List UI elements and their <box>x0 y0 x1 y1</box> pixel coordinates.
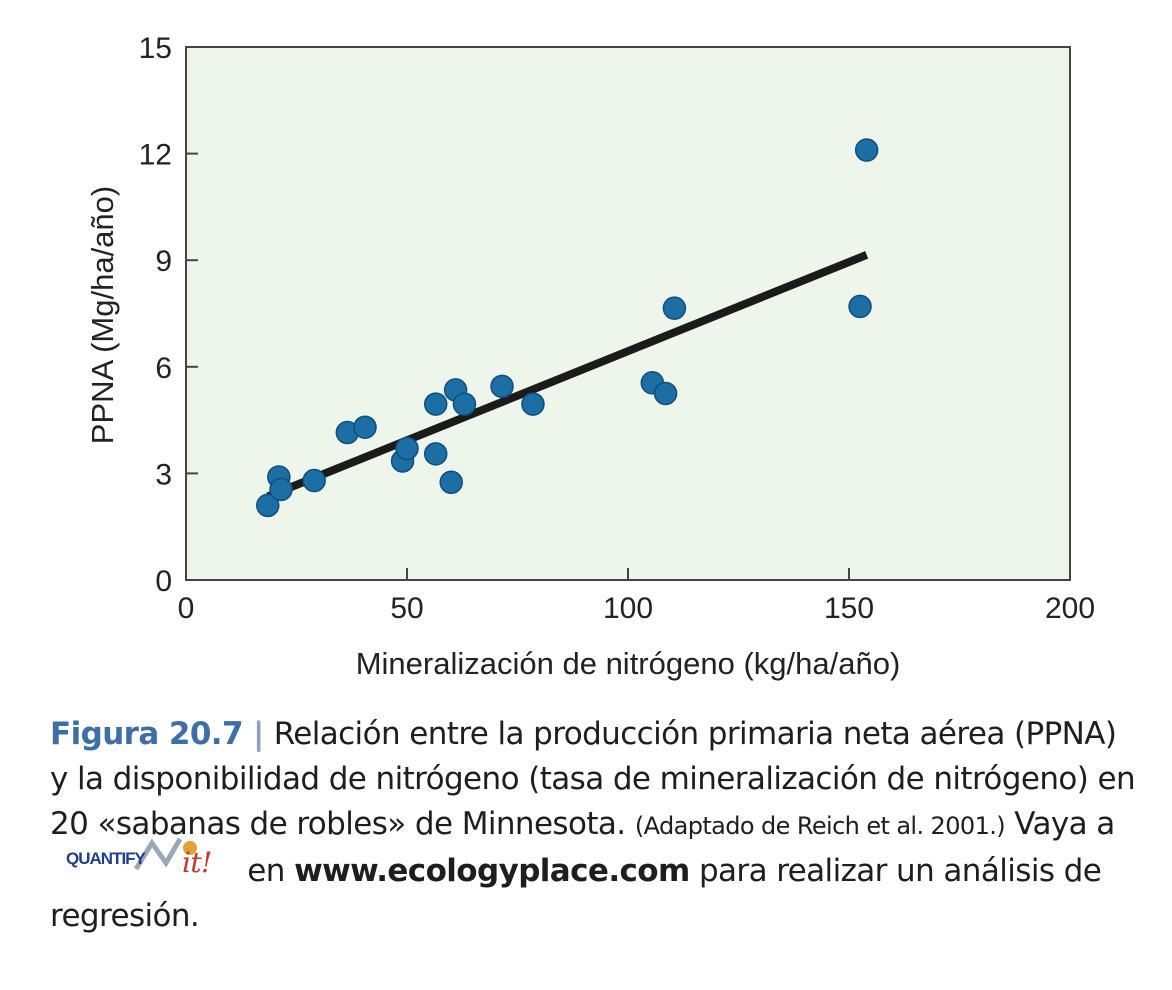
data-point <box>353 415 377 439</box>
figure-label: Figura 20.7 <box>50 716 244 752</box>
figure-caption: Figura 20.7 | Relación entre la producción… <box>50 712 1140 939</box>
data-point <box>269 477 293 502</box>
scatter-chart: 0 3 6 9 12 15 0 50 100 150 200 Mineralización de … <box>85 32 1095 681</box>
data-point <box>662 296 687 320</box>
caption-separator: | <box>252 716 264 752</box>
x-axis-title: Mineralización de nitrógeno (kg/ha/año) <box>356 646 901 681</box>
data-point <box>256 493 280 518</box>
y-tick-label: 9 <box>155 245 172 278</box>
x-tick-label: 200 <box>1045 592 1095 625</box>
x-tick-label: 150 <box>824 592 874 625</box>
data-point <box>452 392 477 416</box>
y-tick-label: 15 <box>139 32 172 65</box>
data-point <box>395 436 419 461</box>
y-axis-title: PPNA (Mg/ha/año) <box>85 186 120 444</box>
data-point <box>521 392 545 416</box>
data-point <box>490 374 514 399</box>
caption-url[interactable]: www.ecologyplace.com <box>294 853 690 889</box>
data-point <box>653 381 678 406</box>
data-point <box>423 442 448 466</box>
x-tick-label: 100 <box>603 592 653 625</box>
data-point <box>854 138 879 162</box>
chevron-logo-icon <box>134 837 183 871</box>
y-tick-label: 6 <box>155 352 172 385</box>
data-point <box>439 470 463 495</box>
plot-area <box>185 46 1071 581</box>
caption-source: (Adaptado de Reich et al. 2001.) <box>634 812 1006 840</box>
x-tick-label: 50 <box>390 592 423 625</box>
y-tick-label: 0 <box>155 565 172 598</box>
logo-it: it! <box>182 846 212 879</box>
quantify-it-logo: QUANTIFY it! <box>64 837 232 887</box>
x-tick-label: 0 <box>178 592 195 625</box>
y-axis: 0 3 6 9 12 15 <box>139 32 198 598</box>
regression-line <box>266 251 869 501</box>
data-point <box>848 294 872 319</box>
logo-word: QUANTIFY <box>66 849 146 868</box>
y-tick-label: 3 <box>155 458 172 491</box>
y-tick-label: 12 <box>139 139 172 172</box>
caption-go-to: Vaya a <box>1014 806 1115 842</box>
data-point <box>302 468 326 493</box>
caption-on: en <box>247 853 285 889</box>
data-points <box>256 138 879 518</box>
data-point <box>423 392 448 416</box>
caption-main-text: Relación entre la producción primaria ne… <box>50 716 1136 842</box>
logo-dot-icon <box>183 841 197 855</box>
caption-rest: para realizar un análisis de regresión. <box>50 853 1102 934</box>
x-axis: 0 50 100 150 200 <box>178 568 1095 625</box>
